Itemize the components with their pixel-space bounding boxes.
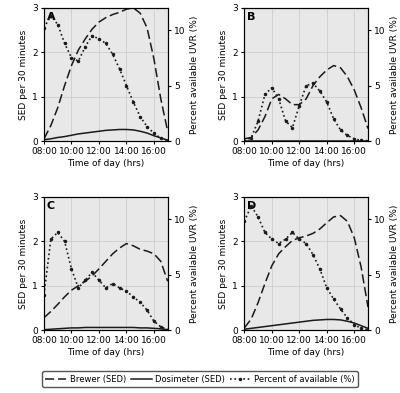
- Y-axis label: Percent available UVR (%): Percent available UVR (%): [390, 204, 399, 323]
- Y-axis label: Percent available UVR (%): Percent available UVR (%): [390, 15, 399, 134]
- Y-axis label: SED per 30 minutes: SED per 30 minutes: [219, 219, 228, 309]
- Y-axis label: SED per 30 minutes: SED per 30 minutes: [19, 29, 28, 119]
- Y-axis label: SED per 30 minutes: SED per 30 minutes: [219, 29, 228, 119]
- Text: C: C: [46, 201, 54, 211]
- Y-axis label: SED per 30 minutes: SED per 30 minutes: [19, 219, 28, 309]
- Y-axis label: Percent available UVR (%): Percent available UVR (%): [190, 204, 198, 323]
- X-axis label: Time of day (hrs): Time of day (hrs): [67, 159, 144, 168]
- Text: A: A: [46, 12, 55, 22]
- Text: D: D: [247, 201, 256, 211]
- Y-axis label: Percent available UVR (%): Percent available UVR (%): [190, 15, 198, 134]
- X-axis label: Time of day (hrs): Time of day (hrs): [268, 159, 345, 168]
- Legend: Brewer (SED), Dosimeter (SED), Percent of available (%): Brewer (SED), Dosimeter (SED), Percent o…: [42, 371, 358, 387]
- X-axis label: Time of day (hrs): Time of day (hrs): [67, 348, 144, 357]
- X-axis label: Time of day (hrs): Time of day (hrs): [268, 348, 345, 357]
- Text: B: B: [247, 12, 255, 22]
